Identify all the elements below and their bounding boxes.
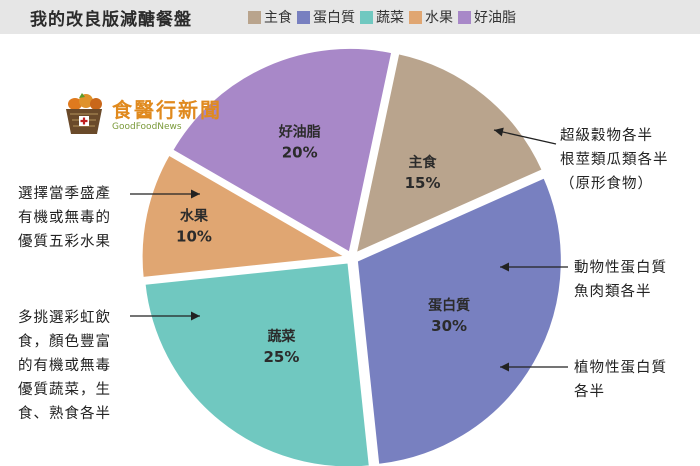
annotation-arrows (130, 127, 568, 372)
arrow-veg-head (191, 311, 200, 321)
pie-labels: 主食 15% 蛋白質 30% 蔬菜 25% 水果 10% 好油脂 20% (176, 124, 470, 367)
legend-label-fruit: 水果 (425, 10, 453, 26)
slice-name-fat: 好油脂 (278, 124, 321, 141)
arrow-fruit-head (191, 189, 200, 199)
note-veg-line: 食，顏色豐富 (18, 334, 111, 350)
legend-swatch-protein (297, 10, 310, 24)
legend-label-fat: 好油脂 (474, 10, 516, 26)
note-veg-line: 優質蔬菜，生 (18, 382, 111, 398)
note-grain-line: 根莖類瓜類各半 (560, 152, 669, 168)
slice-name-grain: 主食 (409, 154, 438, 171)
note-plant-protein: 植物性蛋白質 各半 (574, 356, 667, 404)
slice-value-protein: 30% (431, 317, 467, 335)
note-grain-line: 超級穀物各半 (560, 128, 653, 144)
note-veg-line: 的有機或無毒 (18, 358, 111, 374)
slice-name-fruit: 水果 (180, 207, 209, 224)
slice-value-veg: 25% (263, 348, 299, 366)
legend-swatch-fat (458, 10, 471, 24)
note-grain: 超級穀物各半 根莖類瓜類各半 （原形食物） (560, 124, 669, 196)
note-veg: 多挑選彩虹飲 食，顏色豐富 的有機或無毒 優質蔬菜，生 食、熟食各半 (18, 306, 111, 426)
note-fruit-line: 有機或無毒的 (18, 210, 111, 226)
pie-slice-fat (169, 45, 395, 256)
note-animal-protein-line: 魚肉類各半 (574, 284, 652, 300)
legend-item-veg: 蔬菜 (360, 7, 404, 27)
legend-item-fruit: 水果 (409, 7, 453, 27)
note-grain-line: （原形食物） (560, 176, 653, 192)
legend: 主食 蛋白質 蔬菜 水果 好油脂 (248, 7, 521, 27)
legend-item-grain: 主食 (248, 7, 292, 27)
header-bar: 我的改良版減醣餐盤 主食 蛋白質 蔬菜 水果 好油脂 (0, 0, 700, 34)
basket-logo-icon (66, 93, 102, 134)
legend-label-veg: 蔬菜 (376, 10, 404, 26)
legend-item-fat: 好油脂 (458, 7, 516, 27)
legend-label-grain: 主食 (264, 10, 292, 26)
note-animal-protein-line: 動物性蛋白質 (574, 260, 667, 276)
arrow-plant-protein-head (500, 362, 509, 372)
pie-slices (139, 45, 564, 466)
slice-value-fat: 20% (282, 144, 318, 162)
legend-item-protein: 蛋白質 (297, 7, 355, 27)
note-veg-line: 食、熟食各半 (18, 406, 111, 422)
slice-name-veg: 蔬菜 (267, 328, 296, 345)
note-animal-protein: 動物性蛋白質 魚肉類各半 (574, 256, 667, 304)
note-fruit-line: 優質五彩水果 (18, 234, 111, 250)
pie-slice-fruit (139, 151, 352, 281)
legend-swatch-grain (248, 10, 261, 24)
arrow-grain-line (493, 129, 557, 145)
arrow-grain-head (494, 127, 504, 137)
note-fruit: 選擇當季盛產 有機或無毒的 優質五彩水果 (18, 182, 111, 254)
slice-name-protein: 蛋白質 (428, 297, 470, 314)
legend-label-protein: 蛋白質 (313, 10, 355, 26)
chart-title: 我的改良版減醣餐盤 (30, 10, 192, 30)
note-plant-protein-line: 植物性蛋白質 (574, 360, 667, 376)
arrow-animal-protein-head (500, 262, 509, 272)
pie-slice-veg (142, 260, 372, 466)
note-plant-protein-line: 各半 (574, 384, 605, 400)
legend-swatch-veg (360, 10, 373, 24)
pie-slice-protein (354, 174, 564, 466)
note-veg-line: 多挑選彩虹飲 (18, 310, 111, 326)
logo: 食醫行新聞 GoodFoodNews (60, 92, 240, 142)
pie-slice-grain (353, 50, 546, 257)
logo-subtitle: GoodFoodNews (112, 122, 182, 132)
slice-value-grain: 15% (405, 174, 441, 192)
legend-swatch-fruit (409, 10, 422, 24)
slice-value-fruit: 10% (176, 227, 212, 245)
logo-name: 食醫行新聞 (112, 98, 222, 122)
note-fruit-line: 選擇當季盛產 (18, 186, 111, 202)
